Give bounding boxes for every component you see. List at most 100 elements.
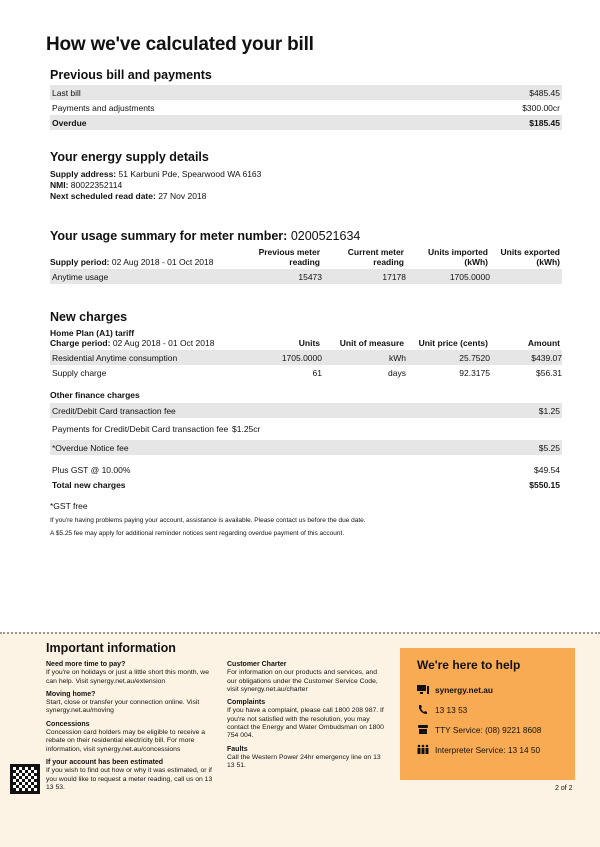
amount: $56.31 bbox=[536, 367, 562, 378]
column-header: Units bbox=[298, 338, 320, 348]
phone-number[interactable]: 13 13 53 bbox=[435, 704, 468, 715]
nmi: 80022352114 bbox=[70, 180, 123, 190]
usage-section: Your usage summary for meter number: 020… bbox=[50, 229, 562, 284]
label: NMI: bbox=[50, 180, 69, 190]
column-header: Unit of measure bbox=[339, 338, 404, 348]
label: Supply address: bbox=[50, 169, 117, 179]
help-box: We're here to help synergy.net.au 13 13 … bbox=[400, 648, 575, 780]
row-label: Anytime usage bbox=[52, 271, 109, 282]
price: 25.7520 bbox=[459, 352, 490, 363]
interpreter-number[interactable]: Interpreter Service: 13 14 50 bbox=[435, 744, 541, 755]
label: Charge period: bbox=[50, 338, 111, 348]
help-item-phone[interactable]: 13 13 53 bbox=[417, 704, 558, 715]
info-text: Call the Western Power 24hr emergency li… bbox=[227, 753, 381, 770]
column-header: Amount bbox=[527, 338, 560, 348]
prev-reading: 15473 bbox=[298, 271, 322, 282]
info-text: For information on our products and serv… bbox=[227, 669, 378, 693]
row-label: Supply charge bbox=[52, 367, 107, 378]
page-title: How we've calculated your bill bbox=[46, 34, 314, 55]
previous-bill-section: Previous bill and payments Last bill $485… bbox=[50, 68, 562, 130]
units: 1705.0000 bbox=[281, 352, 322, 363]
row-label: Last bill bbox=[52, 87, 81, 98]
amount: $439.07 bbox=[531, 352, 562, 363]
help-item-website[interactable]: synergy.net.au bbox=[417, 684, 558, 695]
label: Next scheduled read date: bbox=[50, 191, 156, 201]
help-item-interpreter[interactable]: Interpreter Service: 13 14 50 bbox=[417, 744, 558, 755]
measure: kWh bbox=[389, 352, 406, 363]
info-text: If you wish to find out how or why it wa… bbox=[46, 767, 213, 791]
page-number: 2 of 2 bbox=[555, 785, 573, 792]
label: Supply period: bbox=[50, 257, 110, 267]
info-title: If your account has been estimated bbox=[46, 758, 164, 766]
tty-icon bbox=[418, 725, 428, 734]
column-header: Unit price (cents) bbox=[418, 338, 488, 348]
tty-number[interactable]: TTY Service: (08) 9221 8608 bbox=[435, 724, 542, 735]
info-title: Faults bbox=[227, 745, 248, 753]
gst-row: Plus GST @ 10.00% $49.54 bbox=[50, 462, 562, 477]
info-text: If you have a complaint, please call 180… bbox=[227, 707, 384, 740]
units-imported: 1705.0000 bbox=[449, 271, 490, 282]
supply-address: 51 Karbuni Pde, Spearwood WA 6163 bbox=[118, 169, 262, 179]
column-header: Previous meter reading bbox=[258, 247, 320, 267]
new-charges-section: New charges Home Plan (A1) tariff Charge … bbox=[50, 310, 562, 537]
help-item-tty[interactable]: TTY Service: (08) 9221 8608 bbox=[417, 724, 558, 735]
table-row: Residential Anytime consumption 1705.000… bbox=[50, 350, 562, 365]
section-heading: Your energy supply details bbox=[50, 150, 209, 164]
website-link[interactable]: synergy.net.au bbox=[435, 684, 493, 695]
row-label: Plus GST @ 10.00% bbox=[52, 464, 131, 475]
phone-icon bbox=[419, 705, 427, 714]
section-heading: Previous bill and payments bbox=[50, 68, 212, 82]
amount: $5.25 bbox=[538, 442, 560, 453]
column-header: Current meter reading bbox=[347, 247, 404, 267]
curr-reading: 17178 bbox=[382, 271, 406, 282]
info-text: Concession card holders may be eligible … bbox=[46, 729, 206, 753]
info-text: If you're on holidays or just a little s… bbox=[46, 669, 209, 685]
table-row: Overdue $185.45 bbox=[50, 115, 562, 130]
amount: $1.25 bbox=[538, 405, 560, 416]
help-heading: We're here to help bbox=[417, 658, 521, 672]
tariff: Home Plan (A1) tariff bbox=[50, 328, 135, 338]
row-label: Payments for Credit/Debit Card transacti… bbox=[52, 423, 229, 434]
info-right-column: Customer Charter For information on our p… bbox=[227, 656, 387, 771]
info-text: Start, close or transfer your connection… bbox=[46, 699, 200, 715]
section-heading: Important information bbox=[46, 641, 176, 655]
price: 92.3175 bbox=[459, 367, 490, 378]
amount: $49.54 bbox=[534, 464, 560, 475]
note: A $5.25 fee may apply for additional rem… bbox=[50, 530, 345, 537]
units: 61 bbox=[312, 367, 322, 378]
row-label: Overdue bbox=[52, 117, 87, 128]
row-label: Credit/Debit Card transaction fee bbox=[52, 405, 176, 416]
row-value: $300.00cr bbox=[522, 102, 560, 113]
supply-period: 02 Aug 2018 - 01 Oct 2018 bbox=[111, 257, 214, 267]
column-header: Units imported (kWh) bbox=[428, 247, 488, 267]
charge-period: 02 Aug 2018 - 01 Oct 2018 bbox=[112, 338, 215, 348]
info-title: Moving home? bbox=[46, 690, 96, 698]
table-row: Last bill $485.45 bbox=[50, 85, 562, 100]
table-row: Credit/Debit Card transaction fee $1.25 bbox=[50, 403, 562, 418]
total-row: Total new charges $550.15 bbox=[50, 477, 562, 492]
table-row: Payments and adjustments $300.00cr bbox=[50, 100, 562, 115]
note: If you're having problems paying your ac… bbox=[50, 517, 366, 524]
supply-section: Your energy supply details Supply addres… bbox=[50, 150, 562, 202]
row-label: Total new charges bbox=[52, 479, 126, 490]
gst-free-note: *GST free bbox=[50, 501, 88, 511]
meter-number: 0200521634 bbox=[290, 229, 361, 243]
info-title: Complaints bbox=[227, 699, 266, 707]
section-heading: Your usage summary for meter number: bbox=[50, 229, 288, 243]
computer-icon bbox=[417, 685, 429, 694]
info-title: Customer Charter bbox=[227, 661, 287, 668]
table-row: Anytime usage 15473 17178 1705.0000 bbox=[50, 269, 562, 284]
column-header: Units exported (kWh) bbox=[500, 247, 560, 267]
row-label: *Overdue Notice fee bbox=[52, 442, 129, 453]
row-value: $185.45 bbox=[529, 117, 560, 128]
interpreter-icon bbox=[417, 744, 429, 754]
row-label: Payments and adjustments bbox=[52, 102, 155, 113]
info-title: Concessions bbox=[46, 720, 90, 728]
qr-code bbox=[10, 764, 40, 794]
info-left-column: Need more time to pay? If you're on holid… bbox=[46, 656, 221, 792]
measure: days bbox=[388, 367, 406, 378]
row-label: Residential Anytime consumption bbox=[52, 352, 178, 363]
read-date: 27 Nov 2018 bbox=[158, 191, 207, 201]
table-row: Supply charge 61 days 92.3175 $56.31 bbox=[50, 365, 562, 380]
info-title: Need more time to pay? bbox=[46, 661, 126, 668]
